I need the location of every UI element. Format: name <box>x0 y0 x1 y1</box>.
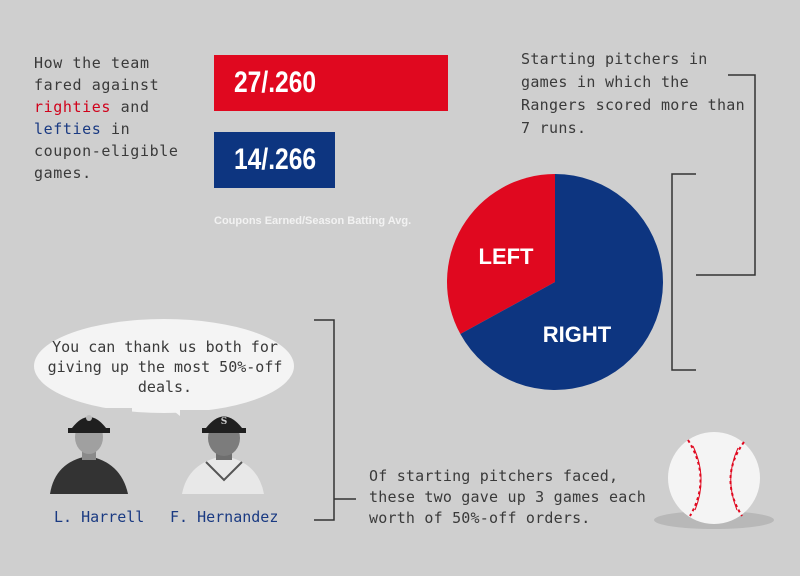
speech-bubble-text: You can thank us both for giving up the … <box>47 338 283 396</box>
pie-chart: LEFT RIGHT <box>447 174 664 390</box>
bar-axis-label: Coupons Earned/Season Batting Avg. <box>214 215 412 227</box>
bar-lefties: 14/.266 <box>214 132 336 188</box>
svg-text:S: S <box>221 417 228 427</box>
pie-bracket <box>671 74 756 371</box>
pie-label-left: LEFT <box>479 244 535 269</box>
players-bracket <box>314 319 356 521</box>
pie-description: Starting pitchers in games in which the … <box>521 50 745 137</box>
bar-righties: 27/.260 <box>214 55 448 111</box>
bottom-description: Of starting pitchers faced, these two ga… <box>369 467 646 527</box>
bar-label-lefties: 14/.266 <box>234 143 317 176</box>
bar-label-righties: 27/.260 <box>234 66 317 99</box>
lefties-word: lefties <box>34 120 102 138</box>
pie-label-right: RIGHT <box>543 322 612 347</box>
player-photo-hernandez: S <box>180 410 266 494</box>
player-name-harrell: L. Harrell <box>54 508 145 526</box>
righties-word: righties <box>34 98 112 116</box>
intro-text: How the team fared against righties and … <box>34 54 179 182</box>
pie-slice-right <box>460 174 664 390</box>
baseball-icon <box>654 432 774 529</box>
player-photo-harrell <box>46 408 132 494</box>
pie-slice-left <box>447 174 555 335</box>
player-name-hernandez: F. Hernandez <box>170 508 279 526</box>
